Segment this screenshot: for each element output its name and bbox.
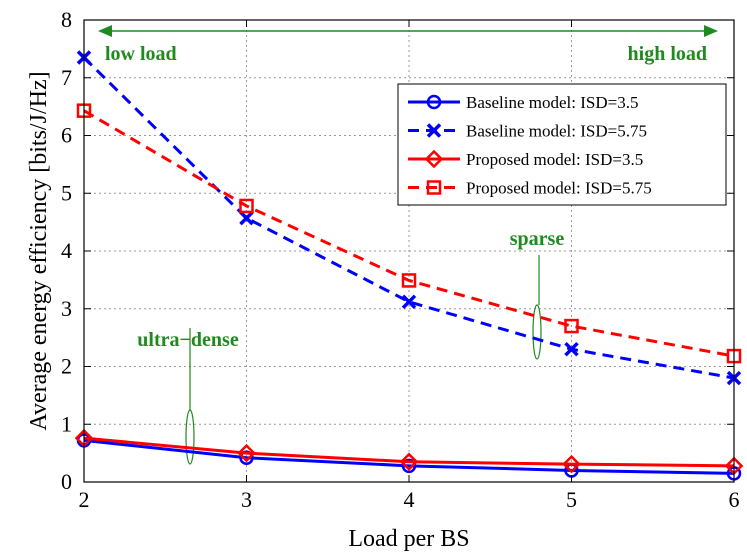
y-axis-label: Average energy efficiency [bits/J/Hz]	[26, 71, 52, 430]
legend-entry-0: Baseline model: ISD=3.5	[408, 93, 638, 112]
sparse-ellipse	[532, 304, 542, 360]
y-tick-label: 8	[61, 7, 72, 32]
marker-square	[564, 318, 579, 334]
annotation-high-load: high load	[628, 43, 707, 65]
annotation-ultra-dense: ultra−dense	[137, 329, 239, 351]
x-tick-label: 5	[566, 487, 577, 512]
series-line	[83, 109, 735, 358]
legend-entry-3: Proposed model: ISD=5.75	[408, 179, 652, 198]
marker-square	[401, 273, 417, 288]
legend-label: Proposed model: ISD=5.75	[466, 179, 652, 198]
marker-diamond	[399, 452, 419, 472]
marker-diamond	[562, 454, 581, 474]
legend-entry-2: Proposed model: ISD=3.5	[408, 149, 643, 169]
marker-x	[239, 210, 254, 226]
annotation-sparse: sparse	[510, 228, 565, 250]
y-tick-label: 4	[61, 238, 72, 263]
x-tick-label: 6	[729, 487, 740, 512]
annotation-low-load: low load	[105, 43, 177, 65]
legend-label: Baseline model: ISD=3.5	[466, 93, 638, 112]
marker-circle	[401, 458, 417, 474]
marker-x	[426, 123, 442, 138]
marker-circle	[426, 94, 442, 110]
legend-label: Baseline model: ISD=5.75	[466, 122, 647, 141]
y-tick-label: 1	[61, 411, 72, 436]
ultra-dense-ellipse	[185, 409, 195, 465]
annotation-shapes	[98, 25, 718, 465]
x-axis-label: Load per BS	[348, 526, 469, 552]
arrow-head-left	[98, 25, 112, 37]
marker-diamond	[237, 443, 256, 463]
y-tick-label: 2	[61, 354, 72, 379]
y-tick-label: 0	[61, 469, 72, 494]
legend-box	[397, 83, 727, 206]
marker-square	[426, 180, 442, 195]
marker-x	[564, 341, 579, 357]
series-line	[82, 56, 735, 380]
marker-x	[401, 294, 417, 310]
series-line	[83, 436, 735, 468]
legend: Baseline model: ISD=3.5 Baseline model: I…	[397, 83, 727, 206]
legend-label: Proposed model: ISD=3.5	[466, 150, 643, 169]
legend-entry-1: Baseline model: ISD=5.75	[408, 122, 647, 141]
x-tick-label: 3	[241, 487, 252, 512]
y-tick-label: 5	[61, 180, 72, 205]
series-1	[76, 50, 742, 386]
marker-diamond	[424, 149, 444, 169]
ticks: 2 3 4 5 6 0 1 2 3 4 5 6 7 8	[61, 7, 740, 512]
x-tick-label: 4	[404, 487, 415, 512]
y-tick-label: 7	[61, 65, 72, 90]
arrow-head-right	[704, 25, 718, 37]
marker-square	[239, 198, 254, 214]
series-line	[83, 438, 735, 475]
y-tick-label: 3	[61, 296, 72, 321]
x-tick-label: 2	[79, 487, 90, 512]
y-tick-label: 6	[61, 123, 72, 148]
